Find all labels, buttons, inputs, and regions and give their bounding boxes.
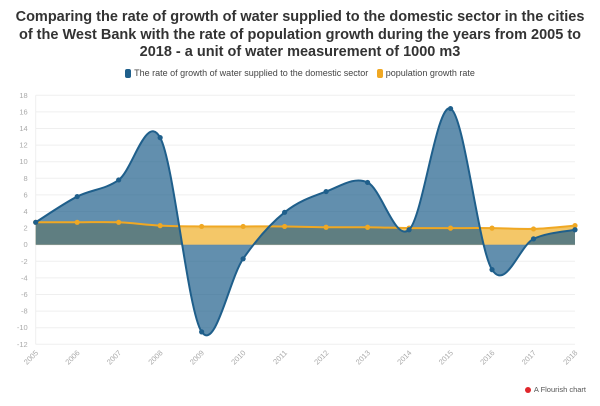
y-tick-label: -12 bbox=[17, 340, 28, 349]
data-point-population bbox=[282, 223, 288, 230]
data-point-water bbox=[282, 209, 288, 215]
y-tick-label: 14 bbox=[19, 124, 27, 133]
y-tick-label: 10 bbox=[19, 157, 27, 166]
data-point-water bbox=[199, 329, 205, 335]
flourish-credit-text: A Flourish chart bbox=[533, 385, 586, 394]
y-tick-label: -8 bbox=[21, 307, 28, 316]
y-tick-label: 4 bbox=[24, 207, 28, 216]
data-point-population bbox=[116, 219, 122, 225]
legend-label-population: population growth rate bbox=[385, 68, 475, 78]
y-tick-label: 12 bbox=[19, 141, 27, 150]
data-point-population bbox=[530, 226, 537, 232]
line-population bbox=[35, 221, 576, 231]
y-tick-label: 16 bbox=[19, 107, 27, 116]
legend-swatch-water bbox=[125, 68, 132, 78]
legend-label-water: The rate of growth of water supplied to … bbox=[134, 68, 369, 78]
data-point-water bbox=[240, 256, 246, 262]
data-point-water bbox=[323, 188, 329, 195]
x-tick-label: 2018 bbox=[561, 348, 579, 366]
x-tick-label: 2007 bbox=[105, 348, 123, 366]
legend-item-population[interactable]: population growth rate bbox=[376, 68, 475, 78]
data-point-water bbox=[530, 236, 537, 242]
x-tick-label: 2010 bbox=[229, 348, 247, 366]
x-tick-label: 2008 bbox=[146, 348, 164, 366]
data-point-water bbox=[489, 267, 495, 273]
data-point-water bbox=[572, 227, 578, 233]
y-tick-label: 6 bbox=[24, 190, 28, 199]
y-tick-label: -2 bbox=[21, 257, 28, 266]
data-point-water bbox=[33, 219, 39, 225]
line-water bbox=[35, 107, 576, 337]
data-point-water bbox=[157, 135, 163, 141]
legend-swatch-population bbox=[376, 68, 383, 78]
flourish-credit[interactable]: A Flourish chart bbox=[524, 385, 586, 394]
x-tick-label: 2011 bbox=[271, 348, 289, 366]
y-tick-label: 2 bbox=[24, 224, 28, 233]
legend-item-water[interactable]: The rate of growth of water supplied to … bbox=[125, 68, 368, 78]
area-water bbox=[35, 108, 575, 336]
chart-title: Comparing the rate of growth of water su… bbox=[15, 9, 585, 60]
x-tick-label: 2009 bbox=[188, 348, 206, 366]
data-point-population bbox=[74, 219, 80, 225]
data-point-population bbox=[572, 223, 578, 229]
legend: The rate of growth of water supplied to … bbox=[0, 68, 600, 80]
data-point-population bbox=[323, 224, 329, 230]
y-tick-label: 0 bbox=[24, 240, 28, 249]
flourish-logo-icon bbox=[524, 386, 531, 393]
y-tick-label: -10 bbox=[17, 323, 28, 332]
y-tick-label: 8 bbox=[24, 174, 28, 183]
data-point-population bbox=[157, 223, 163, 229]
x-tick-label: 2014 bbox=[395, 348, 413, 366]
data-point-water bbox=[447, 105, 454, 112]
data-point-population bbox=[364, 224, 371, 230]
data-point-population bbox=[199, 223, 205, 230]
data-point-water bbox=[406, 227, 412, 233]
x-tick-label: 2013 bbox=[354, 348, 372, 366]
y-tick-label: -6 bbox=[21, 290, 28, 299]
x-tick-label: 2015 bbox=[437, 348, 455, 366]
y-tick-label: -4 bbox=[21, 273, 28, 282]
x-tick-label: 2017 bbox=[520, 348, 538, 366]
data-point-population bbox=[447, 225, 454, 231]
data-point-water bbox=[116, 177, 122, 183]
x-tick-label: 2016 bbox=[478, 348, 496, 366]
data-point-water bbox=[74, 193, 80, 200]
y-tick-label: 18 bbox=[19, 91, 27, 100]
data-point-population bbox=[240, 223, 246, 230]
data-point-population bbox=[489, 225, 495, 231]
x-tick-label: 2012 bbox=[312, 348, 330, 366]
x-tick-label: 2005 bbox=[22, 348, 40, 366]
x-tick-label: 2006 bbox=[63, 348, 81, 366]
data-point-water bbox=[364, 179, 371, 186]
